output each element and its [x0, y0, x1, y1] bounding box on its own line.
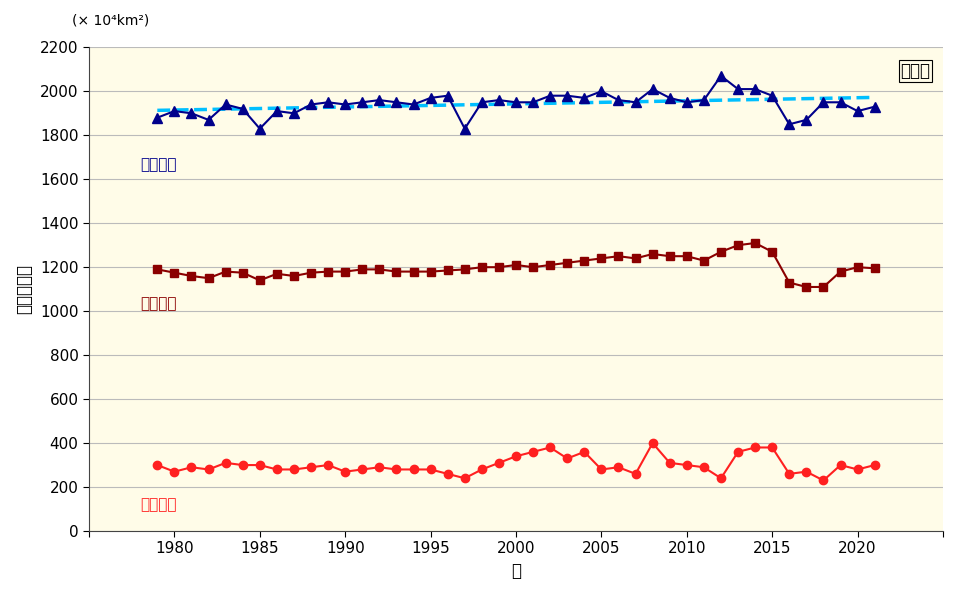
Y-axis label: 海氷域面積: 海氷域面積 [15, 264, 33, 314]
Text: 年最小値: 年最小値 [140, 497, 176, 512]
Text: 年最大値: 年最大値 [140, 157, 176, 173]
Text: 年平均値: 年平均値 [140, 296, 176, 311]
X-axis label: 年: 年 [511, 562, 521, 580]
Text: 南極域: 南極域 [901, 62, 930, 80]
Text: (× 10⁴km²): (× 10⁴km²) [72, 14, 149, 28]
